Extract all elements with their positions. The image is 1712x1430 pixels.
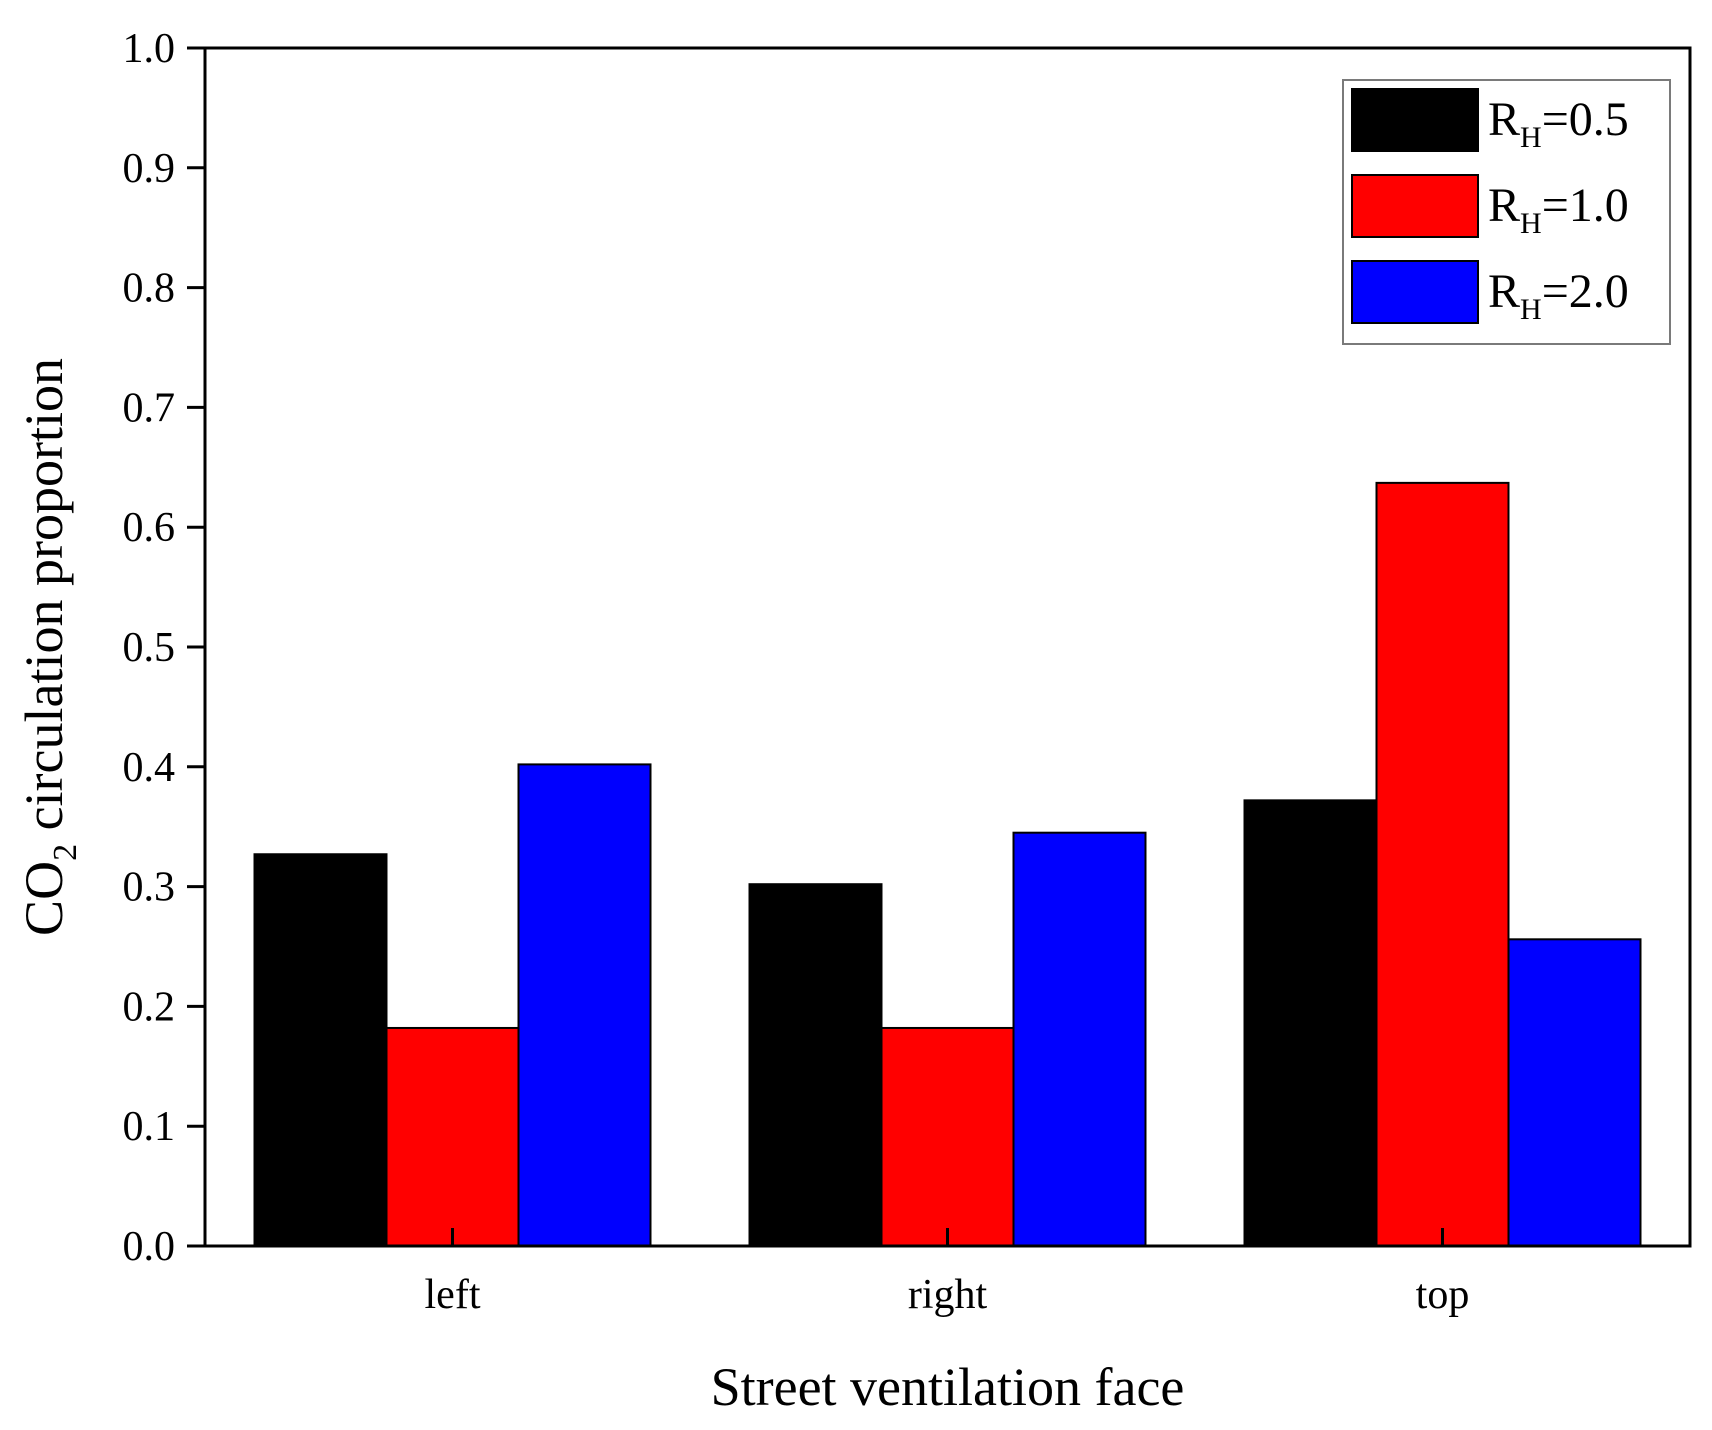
legend-label-1: RH=0.5 xyxy=(1488,93,1629,154)
bar-right-series-2 xyxy=(880,1026,1015,1247)
legend-label-3: RH=2.0 xyxy=(1488,265,1629,326)
x-tick-label-top: top xyxy=(1416,1272,1470,1318)
plot-frame xyxy=(203,46,1692,1248)
y-tick-label: 0.0 xyxy=(123,1224,176,1270)
legend-label-main: R xyxy=(1488,265,1520,318)
legend-label-subscript: H xyxy=(1520,207,1542,240)
y-axis-title-subscript: 2 xyxy=(47,844,84,861)
legend-label-value: =1.0 xyxy=(1542,179,1629,232)
legend: RH=0.5RH=1.0RH=2.0 xyxy=(1342,79,1671,345)
legend-label-value: =0.5 xyxy=(1542,93,1629,146)
bar-top-series-1 xyxy=(1243,799,1378,1247)
legend-label-subscript: H xyxy=(1520,121,1542,154)
ticks-layer: 0.0 0.1 0.2 0.3 0.4 0.5 0.6 0.7 0.8 0.9 1.0 left rig… xyxy=(123,26,1470,1318)
y-axis-title-rest: circulation proportion xyxy=(14,358,74,844)
y-axis-title-main: CO xyxy=(14,861,74,936)
bar-top-series-3 xyxy=(1507,938,1642,1247)
y-axis-title: CO2 circulation proportion xyxy=(14,358,84,936)
x-axis-title: Street ventilation face xyxy=(711,1357,1185,1417)
y-tick-label: 0.4 xyxy=(123,745,176,791)
y-tick-label: 0.3 xyxy=(123,865,176,911)
legend-swatch-3 xyxy=(1351,260,1479,324)
y-tick-label: 0.2 xyxy=(123,984,176,1030)
legend-label-main: R xyxy=(1488,93,1520,146)
legend-label-2: RH=1.0 xyxy=(1488,179,1629,240)
bar-left-series-1 xyxy=(253,853,388,1248)
bar-top-series-2 xyxy=(1375,481,1510,1247)
legend-label-main: R xyxy=(1488,179,1520,232)
x-tick-label-right: right xyxy=(908,1272,988,1318)
x-tick-label-left: left xyxy=(425,1272,481,1318)
bar-right-series-1 xyxy=(748,883,883,1247)
bars-layer xyxy=(253,481,1642,1248)
bar-left-series-2 xyxy=(385,1026,520,1247)
legend-swatch-1 xyxy=(1351,88,1479,152)
y-tick-label: 0.5 xyxy=(123,625,176,671)
legend-label-value: =2.0 xyxy=(1542,265,1629,318)
y-tick-label: 0.9 xyxy=(123,146,176,192)
y-tick-label: 1.0 xyxy=(123,26,176,72)
bar-left-series-3 xyxy=(517,763,652,1247)
legend-swatch-2 xyxy=(1351,174,1479,238)
bar-right-series-3 xyxy=(1012,831,1147,1247)
y-tick-label: 0.6 xyxy=(123,505,176,551)
legend-label-subscript: H xyxy=(1520,293,1542,326)
y-tick-label: 0.7 xyxy=(123,385,176,431)
y-tick-label: 0.1 xyxy=(123,1104,176,1150)
y-tick-label: 0.8 xyxy=(123,266,176,312)
